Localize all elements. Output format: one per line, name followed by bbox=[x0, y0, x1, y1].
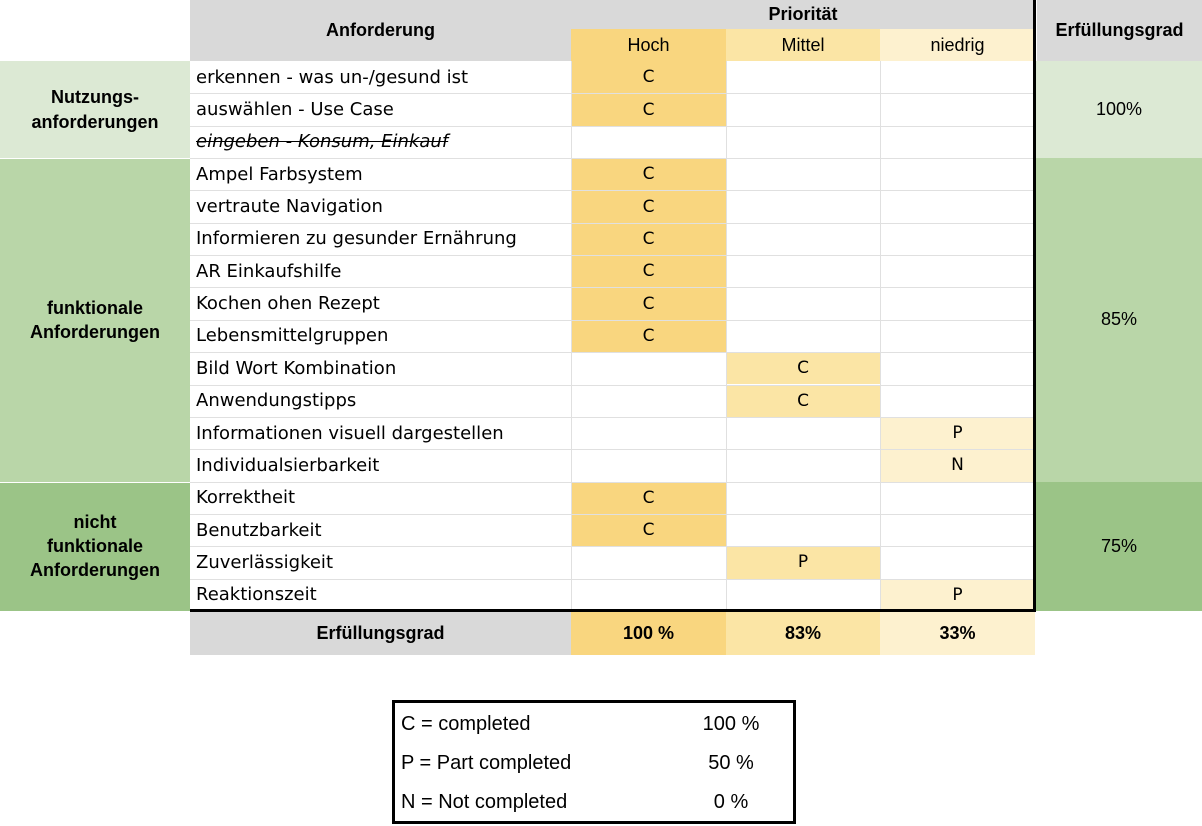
status-cell: C bbox=[571, 481, 726, 514]
grid-line bbox=[190, 125, 1033, 127]
status-cell: C bbox=[571, 93, 726, 126]
requirement-name: Bild Wort Kombination bbox=[196, 357, 397, 379]
status-cell: C bbox=[571, 513, 726, 547]
grid-line bbox=[190, 158, 1033, 160]
group-label-line: nicht bbox=[73, 511, 117, 532]
grid-line bbox=[190, 578, 1033, 580]
header-requirement: Anforderung bbox=[190, 0, 571, 61]
footer-medium-value: 83% bbox=[726, 612, 880, 655]
status-cell: C bbox=[726, 384, 880, 417]
grid-line bbox=[726, 61, 727, 609]
requirement-name: Benutzbarkeit bbox=[196, 519, 322, 541]
status-cell: P bbox=[726, 546, 880, 579]
status-cell: N bbox=[880, 449, 1035, 482]
divider-right bbox=[1033, 0, 1036, 612]
grid-line bbox=[190, 384, 1033, 386]
status-cell: C bbox=[571, 222, 726, 256]
group-separator bbox=[0, 481, 190, 483]
group-label-line: Anforderungen bbox=[30, 321, 160, 342]
legend-code: P = Part completed bbox=[401, 752, 572, 774]
grid-line bbox=[190, 93, 1033, 95]
grid-line bbox=[190, 255, 1033, 257]
header-priority-high: Hoch bbox=[571, 29, 726, 61]
grid-line bbox=[190, 190, 1033, 192]
legend-percent: 100 % bbox=[702, 713, 760, 735]
requirement-name: Lebensmittelgruppen bbox=[196, 325, 389, 347]
legend-percent: 0 % bbox=[713, 791, 749, 813]
grid-line bbox=[190, 513, 1033, 515]
grid-line bbox=[190, 287, 1033, 289]
status-cell: C bbox=[571, 287, 726, 320]
status-cell: C bbox=[726, 352, 880, 385]
requirement-name: vertraute Navigation bbox=[196, 196, 383, 218]
footer-high-value: 100 % bbox=[571, 612, 726, 655]
grid-line bbox=[190, 222, 1033, 224]
header-priority-medium: Mittel bbox=[726, 29, 880, 61]
group-label: nicht funktionale Anforderungen bbox=[0, 481, 190, 611]
requirement-name: Ampel Farbsystem bbox=[196, 163, 363, 185]
status-cell: C bbox=[571, 158, 726, 191]
header-priority-low: niedrig bbox=[880, 29, 1035, 61]
requirement-name: Informationen visuell dargestellen bbox=[196, 422, 504, 444]
group-label-line: Anforderungen bbox=[30, 560, 160, 581]
group-label-line: funktionale bbox=[46, 297, 143, 318]
grid-line bbox=[190, 352, 1033, 354]
legend-row-completed: C = completed 100 % bbox=[395, 705, 793, 744]
requirement-name: Individualsierbarkeit bbox=[196, 454, 380, 476]
status-cell: P bbox=[880, 416, 1035, 450]
legend-code: C = completed bbox=[401, 713, 531, 735]
requirement-name: auswählen - Use Case bbox=[196, 99, 394, 121]
legend-row-part-completed: P = Part completed 50 % bbox=[395, 744, 793, 783]
grid-line bbox=[190, 416, 1033, 418]
requirements-table: Nutzungs-anforderungen 100% funktionale Anf… bbox=[0, 61, 1202, 611]
grid-line bbox=[190, 319, 1033, 321]
grid-line bbox=[880, 61, 881, 609]
footer-label: Erfüllungsgrad bbox=[190, 612, 571, 655]
status-cell: C bbox=[571, 255, 726, 288]
group-label-line: funktionale bbox=[46, 536, 143, 557]
requirement-name: Zuverlässigkeit bbox=[196, 551, 333, 573]
grid-line bbox=[190, 546, 1033, 548]
group-fulfillment-percent: 100% bbox=[1036, 61, 1202, 159]
status-cell: C bbox=[571, 319, 726, 353]
requirement-name: AR Einkaufshilfe bbox=[196, 260, 342, 282]
grid-line bbox=[190, 449, 1033, 451]
legend-code: N = Not completed bbox=[401, 791, 568, 813]
requirement-name: Anwendungstipps bbox=[196, 390, 357, 412]
group-separator bbox=[0, 158, 190, 160]
divider-bottom bbox=[190, 609, 1036, 612]
header-fulfillment: Erfüllungsgrad bbox=[1037, 0, 1202, 61]
requirement-name: eingeben - Konsum, Einkauf bbox=[196, 131, 449, 153]
status-cell: C bbox=[571, 190, 726, 223]
header-priority: Priorität bbox=[571, 0, 1035, 29]
requirement-name: Reaktionszeit bbox=[196, 584, 317, 606]
status-cell: C bbox=[571, 61, 726, 94]
group-label: Nutzungs-anforderungen bbox=[0, 61, 190, 159]
requirement-name: Korrektheit bbox=[196, 487, 296, 509]
requirement-name: Kochen ohen Rezept bbox=[196, 293, 380, 315]
group-label-line: Nutzungs- bbox=[51, 87, 139, 108]
group-label-line: anforderungen bbox=[31, 111, 159, 132]
legend-percent: 50 % bbox=[708, 752, 754, 774]
grid-line bbox=[190, 481, 1033, 483]
requirement-name: Informieren zu gesunder Ernährung bbox=[196, 228, 517, 250]
status-cell: P bbox=[880, 578, 1035, 611]
group-fulfillment-percent: 75% bbox=[1036, 481, 1202, 611]
group-label: funktionale Anforderungen bbox=[0, 158, 190, 482]
group-fulfillment-percent: 85% bbox=[1036, 158, 1202, 482]
requirement-name: erkennen - was un-/gesund ist bbox=[196, 66, 469, 88]
legend-row-not-completed: N = Not completed 0 % bbox=[395, 783, 793, 822]
legend-box: C = completed 100 % P = Part completed 5… bbox=[392, 700, 796, 824]
grid-line bbox=[571, 61, 572, 609]
footer-low-value: 33% bbox=[880, 612, 1035, 655]
